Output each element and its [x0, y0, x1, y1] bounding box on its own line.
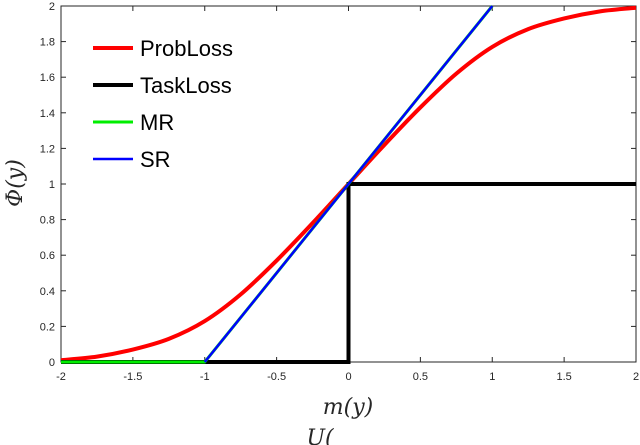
y-tick-label: 0.2 — [40, 321, 55, 333]
y-tick-label: 2 — [49, 1, 55, 13]
x-tick-label: 2 — [633, 371, 639, 383]
y-tick-label: 0.6 — [40, 250, 55, 262]
x-tick-label: -1.5 — [123, 371, 142, 383]
series-layer — [60, 5, 637, 364]
x-axis-label: m(y) — [323, 395, 373, 420]
y-tick-label: 1.4 — [40, 108, 55, 120]
y-axis-label: Φ(y) — [3, 159, 28, 207]
x-tick-label: -2 — [56, 371, 66, 383]
x-tick-label: 0 — [345, 371, 351, 383]
legend-label-mr: MR — [140, 110, 174, 135]
series-sr — [203, 5, 494, 363]
tick-labels: -2 -1.5 -1 -0.5 0 0.5 1 1.5 2 0 0.2 0.4 0.6 0.8 1 1.2 1.… — [40, 1, 639, 383]
legend: ProbLoss TaskLoss MR SR — [93, 36, 233, 172]
legend-label-sr: SR — [140, 147, 171, 172]
x-tick-label: -1 — [200, 371, 210, 383]
y-tick-label: 1.6 — [40, 72, 55, 84]
footer-fragment: U( — [306, 426, 334, 445]
y-tick-label: 0 — [49, 357, 55, 369]
y-tick-label: 0.4 — [40, 286, 55, 298]
x-tick-label: -0.5 — [267, 371, 286, 383]
series-taskloss — [61, 182, 636, 364]
y-tick-label: 1.2 — [40, 143, 55, 155]
y-tick-label: 1 — [49, 179, 55, 191]
legend-label-probloss: ProbLoss — [140, 36, 233, 61]
legend-label-taskloss: TaskLoss — [140, 73, 232, 98]
y-tick-label: 0.8 — [40, 215, 55, 227]
y-tick-label: 1.8 — [40, 37, 55, 49]
x-tick-label: 0.5 — [413, 371, 428, 383]
x-tick-label: 1 — [489, 371, 495, 383]
x-tick-label: 1.5 — [556, 371, 571, 383]
